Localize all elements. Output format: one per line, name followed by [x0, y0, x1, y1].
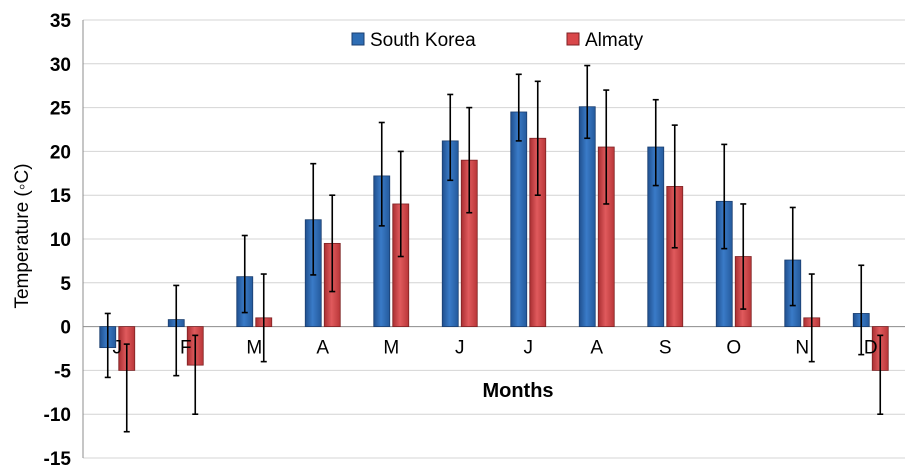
y-tick-label: 30 [50, 55, 71, 76]
x-tick-label: A [590, 338, 603, 359]
y-tick-label: 25 [50, 99, 72, 120]
x-tick-label: M [383, 338, 399, 359]
x-tick-label: O [726, 338, 741, 359]
y-tick-label: -5 [54, 361, 71, 382]
gridlines [83, 19, 905, 459]
legend-label-almaty: Almaty [585, 30, 644, 51]
y-tick-label: 10 [50, 230, 71, 251]
x-tick-label: J [455, 338, 465, 359]
legend-swatch-almaty [566, 32, 580, 46]
x-axis-title: Months [482, 380, 553, 402]
y-tick-label: -15 [44, 449, 72, 467]
x-tick-label: F [180, 338, 192, 359]
x-tick-label: M [246, 338, 262, 359]
legend: South Korea Almaty [351, 30, 644, 51]
y-tick-label: -10 [44, 405, 71, 426]
x-tick-label: J [524, 338, 534, 359]
legend-swatch-south-korea [351, 32, 365, 46]
y-axis-title: Temperature (◦C) [12, 163, 33, 308]
x-tick-label: A [316, 338, 329, 359]
axes [82, 20, 905, 458]
x-tick-label: S [659, 338, 672, 359]
x-tick-label: J [113, 338, 123, 359]
legend-label-south-korea: South Korea [370, 30, 476, 51]
y-tick-label: 0 [60, 318, 71, 339]
bar-south-korea [510, 111, 528, 327]
y-tick-label: 5 [60, 274, 71, 295]
x-tick-label: N [795, 338, 809, 359]
bar-south-korea [578, 106, 596, 328]
x-tick-label: D [864, 338, 878, 359]
y-tick-label: 20 [50, 142, 71, 163]
y-tick-label: 35 [50, 11, 72, 32]
y-tick-labels: 35 30 25 20 15 10 5 0 -5 -10 -15 [44, 11, 72, 470]
y-tick-label: 15 [50, 186, 72, 207]
error-bars [104, 64, 884, 433]
